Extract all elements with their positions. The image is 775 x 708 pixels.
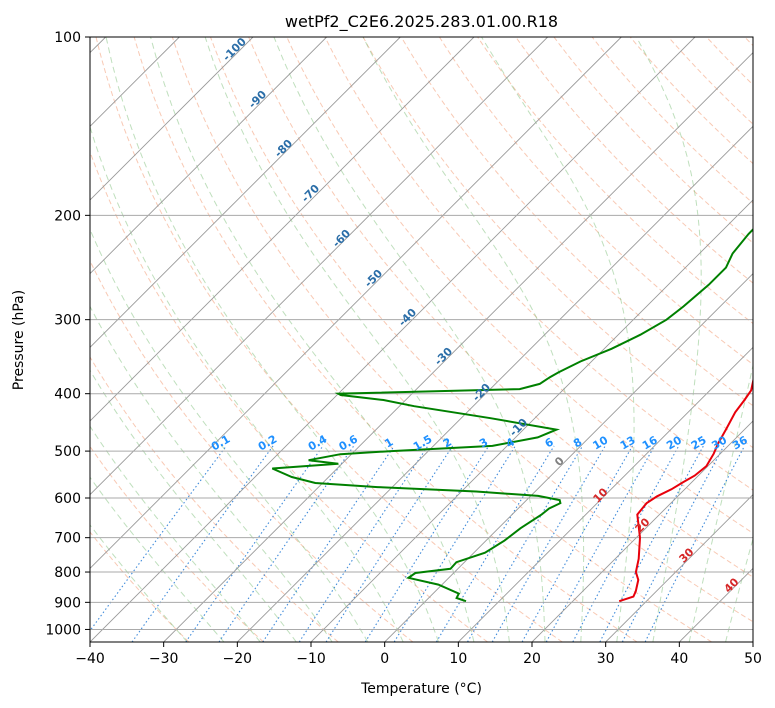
dry-adiabat: [477, 37, 753, 325]
moist-adiabat: [90, 305, 333, 642]
dry-adiabat: [210, 37, 753, 623]
isotherm: [237, 125, 753, 642]
mixing-ratio-line: [435, 445, 555, 642]
mixing-ratio-line: [545, 445, 656, 642]
isotherm: [90, 37, 475, 422]
isotherm: [90, 37, 696, 642]
x-tick-label: 10: [449, 651, 467, 667]
dry-adiabat: [248, 37, 753, 578]
isotherm: [90, 37, 401, 348]
isotherm: [90, 37, 548, 496]
y-tick-label: 500: [54, 444, 81, 460]
moist-adiabat: [90, 524, 188, 642]
dry-adiabat: [553, 37, 753, 244]
mixing-ratio-line: [185, 445, 324, 642]
temperature-line: [618, 377, 753, 603]
isotherm: [90, 37, 622, 569]
mixing-ratio-line: [393, 445, 516, 642]
isotherm: [90, 37, 327, 275]
dry-adiabat: [90, 531, 190, 642]
dry-adiabat: [133, 37, 638, 642]
y-axis-title: Pressure (hPa): [11, 290, 27, 390]
dry-adiabat: [171, 37, 712, 642]
plot-frame: [89, 36, 754, 643]
mixing-ratio-line: [298, 445, 429, 642]
isotherm: [384, 273, 753, 642]
moist-adiabat: [635, 37, 702, 642]
mixing-ratio-line: [364, 445, 490, 642]
isotherm: [163, 52, 753, 642]
isotherm: [310, 199, 753, 642]
x-tick-label: −30: [149, 651, 179, 667]
x-tick-label: 20: [523, 651, 541, 667]
moist-adiabat: [105, 37, 440, 642]
mixing-ratio-line: [621, 445, 725, 642]
x-tick-label: 40: [670, 651, 688, 667]
moist-adiabat: [90, 125, 404, 642]
mixing-ratio-line: [131, 445, 274, 642]
isotherm: [458, 346, 753, 642]
x-axis-title: Temperature (°C): [360, 681, 482, 697]
dry-adiabat: [286, 37, 753, 534]
y-tick-label: 200: [54, 208, 81, 224]
mixing-ratio-line: [325, 445, 454, 642]
x-tick-label: −10: [296, 651, 326, 667]
moist-adiabat: [90, 228, 369, 642]
isotherm: [605, 494, 753, 642]
dry-adiabat: [90, 150, 488, 642]
y-tick-label: 800: [54, 565, 81, 581]
dry-adiabat: [591, 37, 753, 204]
isotherm: [90, 37, 254, 201]
moist-adiabat: [90, 369, 297, 642]
y-tick-label: 600: [54, 491, 81, 507]
moist-adiabat: [90, 425, 261, 642]
y-tick-label: 1000: [45, 622, 81, 638]
y-tick-label: 700: [54, 531, 81, 547]
dry-adiabat: [439, 37, 753, 366]
isotherm: [531, 420, 753, 642]
x-tick-label: 0: [380, 651, 389, 667]
dewpoint-line: [271, 228, 753, 603]
dry-adiabat: [90, 259, 414, 642]
x-axis: −40 −30 −20 −10 0 10 20 30 40 50: [75, 642, 762, 667]
mixing-ratio-line: [467, 445, 584, 642]
mixing-ratio-line: [644, 445, 746, 642]
y-axis: 100 200 300 400 500 600 700 800 900 1000: [45, 30, 90, 638]
mixing-ratio-line: [262, 445, 395, 642]
mixing-ratio-line: [521, 445, 633, 642]
y-tick-label: 900: [54, 595, 81, 611]
dry-adiabat: [324, 37, 753, 491]
y-tick-label: 300: [54, 313, 81, 329]
x-tick-label: 30: [597, 651, 615, 667]
y-tick-label: 100: [54, 30, 81, 46]
moist-adiabat: [273, 37, 546, 642]
x-tick-label: −40: [75, 651, 105, 667]
x-tick-label: 50: [744, 651, 762, 667]
y-tick-label: 400: [54, 387, 81, 403]
chart-title: wetPf2_C2E6.2025.283.01.00.R18: [285, 12, 558, 32]
dry-adiabat: [400, 37, 753, 407]
mixing-ratio-line: [218, 445, 355, 642]
moist-adiabat: [688, 363, 753, 642]
dry-adiabat: [95, 37, 563, 642]
x-tick-label: −20: [223, 651, 253, 667]
moist-adiabat: [362, 37, 585, 642]
profile-series: [271, 228, 753, 603]
grid-lines: [90, 37, 753, 642]
moist-adiabat: [204, 37, 510, 642]
dry-adiabat: [90, 356, 339, 642]
moist-adiabat: [725, 537, 753, 642]
